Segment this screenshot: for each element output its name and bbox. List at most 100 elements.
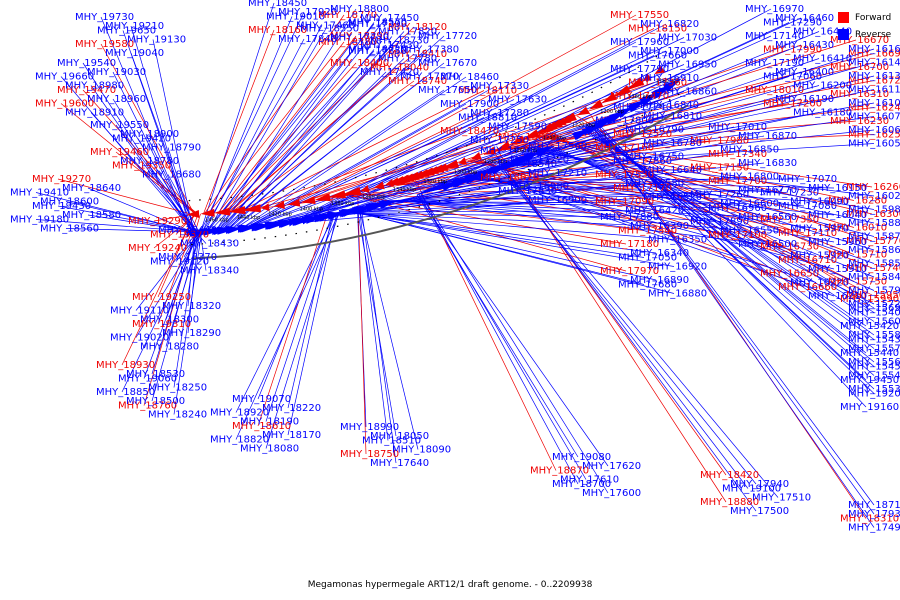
gene-label: MHY_15980 [848, 205, 900, 216]
gene-label: MHY_16210 [808, 291, 867, 302]
gene-label: MHY_16220 [790, 278, 849, 289]
gene-label: MHY_16130 [848, 71, 900, 82]
gene-label: MHY_17080 [778, 201, 837, 212]
legend-reverse: Reverse [838, 26, 891, 43]
gene-leader-line [346, 210, 652, 213]
gene-label: MHY_16660 [778, 282, 837, 293]
gene-leader-line [265, 213, 339, 449]
gene-leader-line [543, 150, 875, 237]
gene-leader-line [350, 211, 657, 281]
gene-leader-line [225, 35, 445, 231]
gene-label: MHY_17150 [690, 163, 749, 174]
gene-label: MHY_18700 [552, 479, 611, 490]
gene-label: MHY_18010 [745, 85, 804, 96]
gene-label: MHY_16140 [848, 58, 900, 69]
gene-leader-line [289, 14, 637, 205]
gene-label: MHY_15560 [848, 357, 900, 368]
gene-label: MHY_17230 [760, 188, 819, 199]
gene-leader-line [495, 120, 857, 151]
gene-label: MHY_16190 [775, 94, 834, 105]
reverse-gene-feature [537, 145, 555, 156]
gene-label: MHY_16400 [775, 67, 834, 78]
gene-label: MHY_17660 [628, 51, 687, 62]
scale-tick-label: 1380 kbp [331, 201, 355, 207]
scale-tick-label: 1400 kbp [300, 207, 324, 213]
gene-label: MHY_16710 [778, 255, 837, 266]
gene-label: MHY_17060 [763, 72, 822, 83]
gene-label: MHY_18640 [62, 183, 121, 194]
gene-leader-line [587, 110, 867, 519]
gene-label: MHY_17210 [528, 168, 587, 179]
gene-label: MHY_17620 [582, 461, 641, 472]
gene-label: MHY_16260 [846, 182, 900, 193]
gene-label: MHY_17370 [400, 72, 459, 83]
gene-label: MHY_18250 [148, 383, 207, 394]
reverse-gene-feature [664, 78, 682, 92]
scale-tick-label: 1160 kbp [656, 78, 680, 84]
gene-label: MHY_17590 [488, 122, 547, 133]
gene-label: MHY_19470 [57, 85, 116, 96]
gene-leader-line [473, 176, 835, 243]
gene-label: MHY_18110 [458, 86, 517, 97]
gene-leader-line [65, 228, 200, 233]
gene-label: MHY_18150 [628, 24, 687, 35]
gene-label: MHY_15710 [828, 250, 887, 261]
gene-label: MHY_16160 [848, 44, 900, 55]
gene-label: MHY_18770 [318, 10, 377, 21]
gene-label: MHY_18450 [248, 0, 307, 9]
forward-gene-feature [314, 193, 331, 202]
gene-label: MHY_16970 [745, 4, 804, 15]
gene-label: MHY_17360 [628, 78, 687, 89]
gene-label: MHY_18380 [318, 37, 377, 48]
gene-leader-line [232, 80, 415, 212]
gene-label: MHY_16550 [720, 226, 779, 237]
gene-label: MHY_15860 [848, 245, 900, 256]
gene-leader-line [595, 126, 875, 390]
reverse-gene-feature [380, 199, 399, 209]
gene-label: MHY_17460 [296, 21, 355, 32]
gene-label: MHY_17540 [618, 226, 677, 237]
gene-label: MHY_17160 [595, 143, 654, 154]
gene-leader-line [165, 231, 198, 320]
gene-label: MHY_17920 [278, 7, 337, 18]
gene-leader-line [90, 112, 199, 233]
forward-gene-feature [483, 146, 497, 155]
gene-label: MHY_17650 [418, 85, 477, 96]
gene-label: MHY_18300 [140, 315, 199, 326]
gene-label: MHY_17330 [470, 81, 529, 92]
gene-leader-line [65, 201, 196, 233]
genome-caption: Megamonas hypermegale ART12/1 draft geno… [307, 580, 593, 590]
forward-gene-feature [458, 157, 468, 165]
gene-label: MHY_17290 [763, 18, 822, 29]
legend-forward: Forward [838, 9, 891, 26]
gene-leader-line [223, 71, 387, 231]
gene-leader-line [152, 39, 194, 233]
gene-leader-line [208, 41, 345, 214]
forward-gene-feature [187, 209, 200, 218]
gene-label: MHY_18070 [480, 173, 539, 184]
gene-leader-line [204, 38, 305, 232]
forward-gene-feature [601, 92, 618, 104]
gene-leader-line [241, 76, 467, 229]
gene-label: MHY_19650 [97, 26, 156, 37]
gene-leader-line [537, 152, 875, 197]
gene-label: MHY_16390 [630, 221, 689, 232]
gene-label: MHY_17760 [480, 146, 539, 157]
gene-label: MHY_16180 [793, 108, 852, 119]
gene-leader-line [87, 214, 198, 233]
gene-label: MHY_15770 [846, 236, 900, 247]
gene-label: MHY_19070 [232, 394, 291, 405]
gene-label: MHY_16700 [830, 62, 889, 73]
forward-gene-feature [642, 73, 652, 81]
gene-leader-line [426, 85, 820, 193]
gene-label: MHY_16890 [630, 275, 689, 286]
gene-leader-line [209, 50, 375, 232]
gene-label: MHY_16500 [738, 239, 797, 250]
gene-label: MHY_17550 [610, 10, 669, 21]
gene-label: MHY_18290 [162, 328, 221, 339]
gene-label: MHY_18240 [148, 410, 207, 421]
gene-label: MHY_18610 [232, 421, 291, 432]
gene-label: MHY_15960 [808, 237, 867, 248]
forward-gene-feature [301, 196, 316, 204]
gene-leader-line [187, 231, 200, 334]
